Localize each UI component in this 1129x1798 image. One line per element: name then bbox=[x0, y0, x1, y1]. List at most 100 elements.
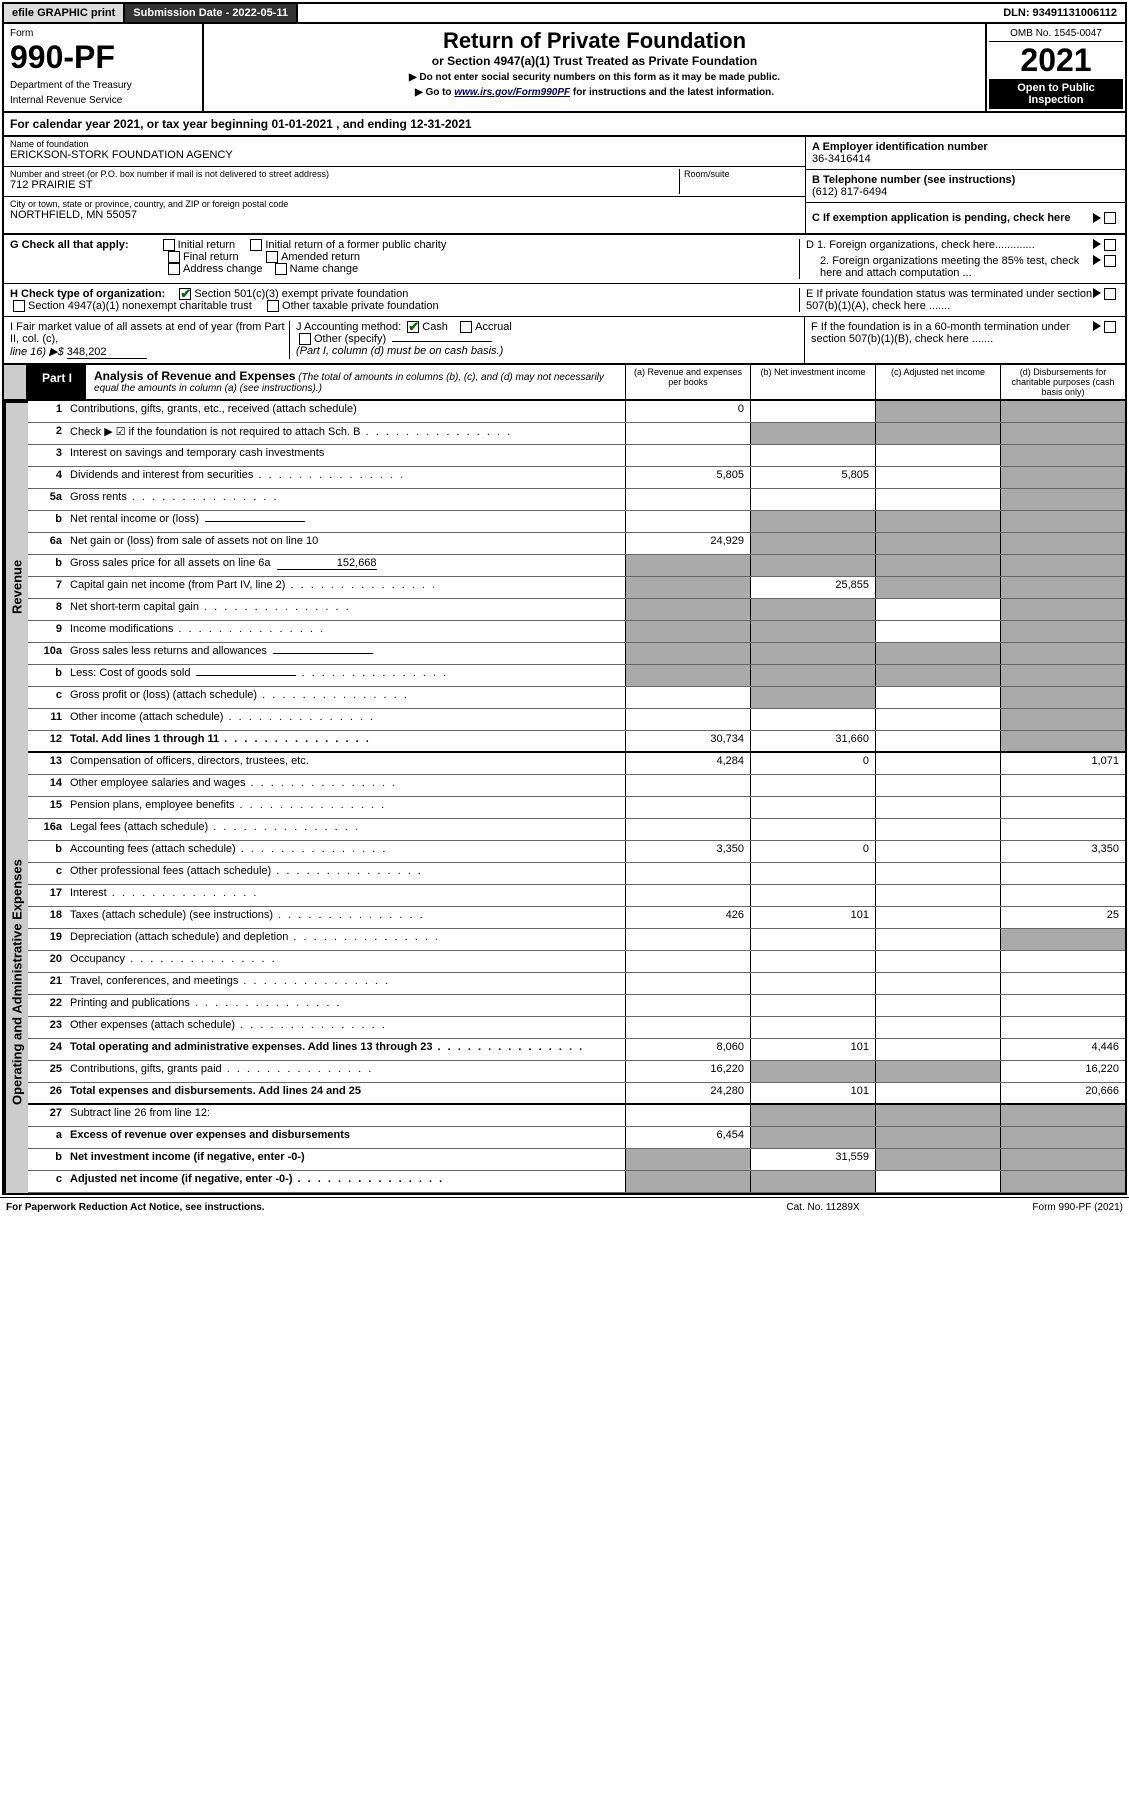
line-number: 5a bbox=[28, 489, 66, 510]
amount-cell-c bbox=[875, 687, 1000, 708]
form-number: 990-PF bbox=[10, 39, 196, 76]
goto-link-row: ▶ Go to www.irs.gov/Form990PF for instru… bbox=[214, 87, 975, 98]
line-row: cAdjusted net income (if negative, enter… bbox=[28, 1171, 1125, 1193]
line-number: b bbox=[28, 511, 66, 532]
line-description: Other income (attach schedule) bbox=[66, 709, 625, 730]
amount-cell-d bbox=[1000, 819, 1125, 840]
j-accrual-checkbox[interactable] bbox=[460, 321, 472, 333]
amount-cell-c bbox=[875, 533, 1000, 554]
amount-cell-a bbox=[625, 929, 750, 950]
j-other-checkbox[interactable] bbox=[299, 333, 311, 345]
ssn-warning: ▶ Do not enter social security numbers o… bbox=[214, 72, 975, 83]
amount-cell-a bbox=[625, 555, 750, 576]
g-initial-checkbox[interactable] bbox=[163, 239, 175, 251]
line-description: Other expenses (attach schedule) bbox=[66, 1017, 625, 1038]
c-row: C If exemption application is pending, c… bbox=[806, 203, 1125, 233]
h-501c3-checkbox[interactable] bbox=[179, 288, 191, 300]
amount-cell-d: 1,071 bbox=[1000, 753, 1125, 774]
h-opt1: Section 501(c)(3) exempt private foundat… bbox=[194, 288, 408, 300]
g-label: G Check all that apply: bbox=[10, 239, 129, 251]
entity-block: Name of foundation ERICKSON-STORK FOUNDA… bbox=[4, 137, 1125, 235]
phone-row: B Telephone number (see instructions) (6… bbox=[806, 170, 1125, 203]
amount-cell-d bbox=[1000, 445, 1125, 466]
g-address-checkbox[interactable] bbox=[168, 263, 180, 275]
line-description: Check ▶ ☑ if the foundation is not requi… bbox=[66, 423, 625, 444]
line-description: Gross profit or (loss) (attach schedule) bbox=[66, 687, 625, 708]
col-c-header: (c) Adjusted net income bbox=[875, 365, 1000, 399]
amount-cell-b bbox=[750, 511, 875, 532]
e-checkbox[interactable] bbox=[1104, 288, 1116, 300]
line-number: 22 bbox=[28, 995, 66, 1016]
g-amended-checkbox[interactable] bbox=[266, 251, 278, 263]
line-description: Subtract line 26 from line 12: bbox=[66, 1105, 625, 1126]
line-row: 12Total. Add lines 1 through 1130,73431,… bbox=[28, 731, 1125, 753]
amount-cell-d bbox=[1000, 687, 1125, 708]
amount-cell-a: 8,060 bbox=[625, 1039, 750, 1060]
foundation-name: ERICKSON-STORK FOUNDATION AGENCY bbox=[10, 149, 799, 161]
amount-cell-d bbox=[1000, 973, 1125, 994]
arrow-icon bbox=[1093, 288, 1101, 298]
amount-cell-b bbox=[750, 599, 875, 620]
city-row: City or town, state or province, country… bbox=[4, 197, 805, 227]
line-description: Total expenses and disbursements. Add li… bbox=[66, 1083, 625, 1103]
f-label: F If the foundation is in a 60-month ter… bbox=[811, 321, 1093, 359]
line-row: cGross profit or (loss) (attach schedule… bbox=[28, 687, 1125, 709]
part1-header: Part I Analysis of Revenue and Expenses … bbox=[4, 365, 1125, 401]
form-ref: Form 990-PF (2021) bbox=[923, 1202, 1123, 1213]
d1-checkbox[interactable] bbox=[1104, 239, 1116, 251]
amount-cell-c bbox=[875, 511, 1000, 532]
line-description: Income modifications bbox=[66, 621, 625, 642]
cal-begin: 01-01-2021 bbox=[271, 117, 332, 131]
j-other: Other (specify) bbox=[314, 333, 386, 345]
form-title: Return of Private Foundation bbox=[214, 28, 975, 54]
amount-cell-d: 25 bbox=[1000, 907, 1125, 928]
amount-cell-c bbox=[875, 621, 1000, 642]
ein-value: 36-3416414 bbox=[812, 153, 1119, 165]
amount-cell-d bbox=[1000, 599, 1125, 620]
part1-table: Revenue Operating and Administrative Exp… bbox=[4, 401, 1125, 1193]
amount-cell-a bbox=[625, 665, 750, 686]
f-checkbox[interactable] bbox=[1104, 321, 1116, 333]
line-number: 18 bbox=[28, 907, 66, 928]
line-number: 16a bbox=[28, 819, 66, 840]
expenses-side-label: Operating and Administrative Expenses bbox=[4, 771, 28, 1193]
j-other-input[interactable] bbox=[392, 341, 492, 342]
amount-cell-a: 426 bbox=[625, 907, 750, 928]
cal-pre: For calendar year 2021, or tax year begi… bbox=[10, 117, 271, 131]
amount-cell-c bbox=[875, 445, 1000, 466]
h-other-checkbox[interactable] bbox=[267, 300, 279, 312]
irs-link[interactable]: www.irs.gov/Form990PF bbox=[454, 87, 570, 98]
g-name-checkbox[interactable] bbox=[275, 263, 287, 275]
d2-checkbox[interactable] bbox=[1104, 255, 1116, 267]
paperwork-notice: For Paperwork Reduction Act Notice, see … bbox=[6, 1202, 723, 1213]
amount-cell-c bbox=[875, 709, 1000, 730]
table-body: 1Contributions, gifts, grants, etc., rec… bbox=[28, 401, 1125, 1193]
name-label: Name of foundation bbox=[10, 139, 799, 149]
line-description: Depreciation (attach schedule) and deple… bbox=[66, 929, 625, 950]
cat-number: Cat. No. 11289X bbox=[723, 1202, 923, 1213]
j-cash-checkbox[interactable] bbox=[407, 321, 419, 333]
amount-cell-c bbox=[875, 1105, 1000, 1126]
c-checkbox[interactable] bbox=[1104, 212, 1116, 224]
amount-cell-d: 3,350 bbox=[1000, 841, 1125, 862]
g-final-checkbox[interactable] bbox=[168, 251, 180, 263]
amount-cell-c bbox=[875, 841, 1000, 862]
arrow-icon bbox=[1093, 255, 1101, 265]
amount-cell-c bbox=[875, 819, 1000, 840]
line-row: 13Compensation of officers, directors, t… bbox=[28, 753, 1125, 775]
amount-cell-b bbox=[750, 1017, 875, 1038]
line-number: 21 bbox=[28, 973, 66, 994]
line-number: b bbox=[28, 841, 66, 862]
line-row: 14Other employee salaries and wages bbox=[28, 775, 1125, 797]
line-number: 17 bbox=[28, 885, 66, 906]
line-row: bNet rental income or (loss) bbox=[28, 511, 1125, 533]
line-description: Total operating and administrative expen… bbox=[66, 1039, 625, 1060]
line-description: Adjusted net income (if negative, enter … bbox=[66, 1171, 625, 1192]
amount-cell-b bbox=[750, 929, 875, 950]
h-4947-checkbox[interactable] bbox=[13, 300, 25, 312]
amount-cell-c bbox=[875, 401, 1000, 422]
amount-cell-a: 6,454 bbox=[625, 1127, 750, 1148]
line-description: Net rental income or (loss) bbox=[66, 511, 625, 532]
amount-cell-a bbox=[625, 423, 750, 444]
g-initial-former-checkbox[interactable] bbox=[250, 239, 262, 251]
